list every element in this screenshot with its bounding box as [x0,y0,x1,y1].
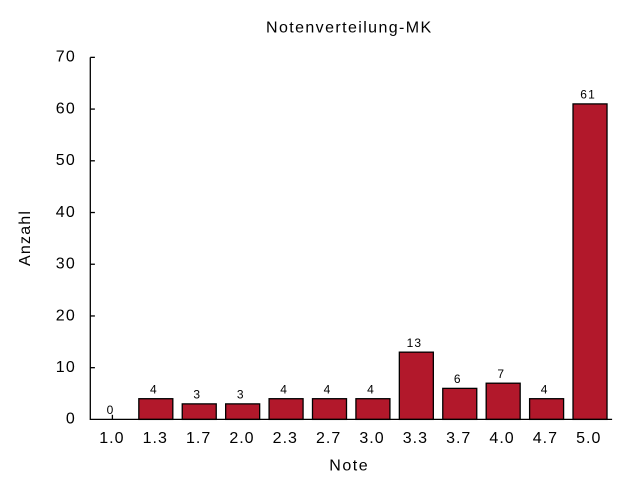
svg-text:30: 30 [56,256,76,273]
svg-text:70: 70 [56,49,76,66]
svg-text:Anzahl: Anzahl [17,210,34,266]
svg-text:4: 4 [541,382,549,396]
svg-text:2.0: 2.0 [229,430,254,447]
svg-text:0: 0 [66,411,76,428]
svg-text:4: 4 [150,382,158,396]
svg-text:4: 4 [367,382,375,396]
svg-text:10: 10 [56,359,76,376]
svg-text:50: 50 [56,152,76,169]
svg-text:13: 13 [407,336,423,350]
svg-text:4: 4 [324,382,332,396]
svg-text:61: 61 [580,88,596,102]
svg-text:60: 60 [56,100,76,117]
svg-text:4.0: 4.0 [489,430,514,447]
svg-text:5.0: 5.0 [576,430,601,447]
svg-text:3: 3 [237,387,245,401]
svg-text:7: 7 [497,367,505,381]
svg-text:2.3: 2.3 [273,430,298,447]
svg-text:4: 4 [280,382,288,396]
svg-text:1.7: 1.7 [186,430,211,447]
svg-text:1.3: 1.3 [143,430,168,447]
svg-text:3: 3 [193,387,201,401]
svg-text:Notenverteilung-MK: Notenverteilung-MK [266,20,433,37]
svg-text:3.3: 3.3 [403,430,428,447]
svg-text:6: 6 [454,372,462,386]
svg-text:3.7: 3.7 [446,430,471,447]
svg-text:0: 0 [107,403,115,417]
svg-text:1.0: 1.0 [99,430,124,447]
svg-text:20: 20 [56,307,76,324]
svg-text:4.7: 4.7 [533,430,558,447]
svg-text:2.7: 2.7 [316,430,341,447]
svg-text:3.0: 3.0 [359,430,384,447]
svg-text:Note: Note [329,458,369,475]
svg-text:40: 40 [56,204,76,221]
